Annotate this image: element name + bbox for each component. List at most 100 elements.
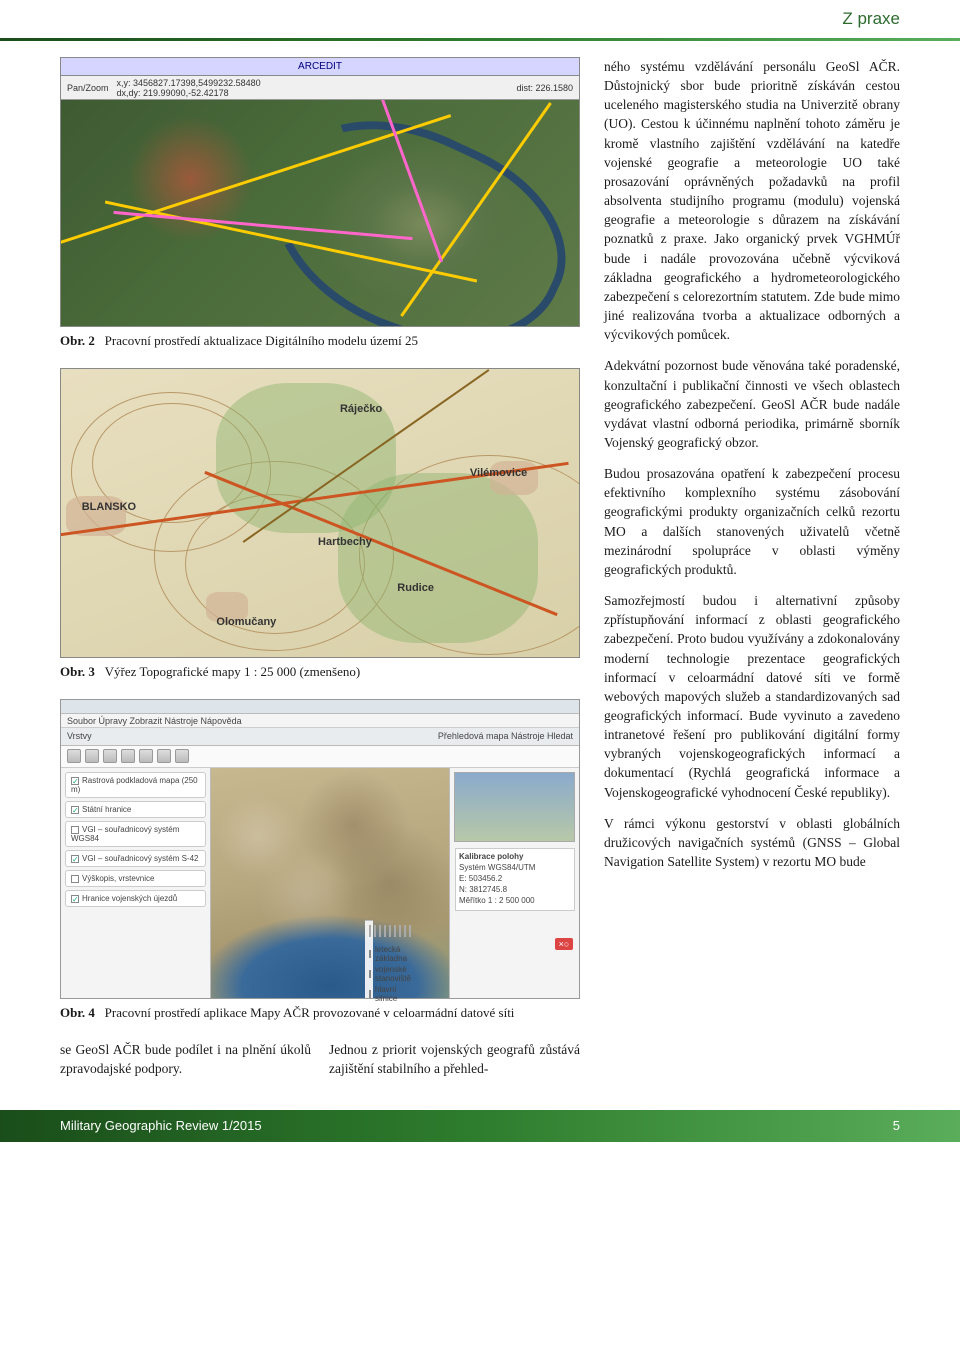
layer-item[interactable]: Hranice vojenských újezdů — [65, 890, 206, 907]
toolbar-icon[interactable] — [67, 749, 81, 763]
fig4-map-canvas[interactable]: letecká základna vojenské stanoviště hla… — [211, 768, 449, 998]
fig4-menubar: Soubor Úpravy Zobrazit Nástroje Nápověda — [61, 714, 579, 728]
fig2-screenshot: ARCEDIT Pan/Zoom x,y: 3456827.17398,5499… — [60, 57, 580, 327]
figure-2: ARCEDIT Pan/Zoom x,y: 3456827.17398,5499… — [60, 57, 580, 350]
checkbox-icon[interactable] — [71, 777, 79, 785]
fig4-bottom-panel: letecká základna vojenské stanoviště hla… — [365, 920, 373, 998]
fig3-town-label: Rudice — [397, 582, 434, 594]
layer-label: Rastrová podkladová mapa (250 m) — [71, 776, 198, 794]
fig4-relief — [211, 768, 449, 998]
checkbox-icon[interactable] — [71, 895, 79, 903]
toolbar-icon[interactable] — [139, 749, 153, 763]
left-column: ARCEDIT Pan/Zoom x,y: 3456827.17398,5499… — [60, 57, 580, 1078]
edit-tool-icon[interactable] — [374, 925, 376, 937]
checkbox-icon[interactable] — [71, 826, 79, 834]
toolbar-icon[interactable] — [175, 749, 189, 763]
checkbox-icon[interactable] — [71, 855, 79, 863]
fig4-right-panel: Kalibrace polohy Systém WGS84/UTM E: 503… — [449, 768, 579, 998]
layer-label: VGI – souřadnicový systém S-42 — [82, 854, 199, 863]
legend-text: letecká základna — [375, 945, 407, 963]
right-column: ného systému vzdělávání personálu GeoSl … — [604, 57, 900, 1078]
fig3-forest — [338, 473, 538, 643]
legend-text: hlavní silnice — [375, 985, 397, 1003]
page-footer: Military Geographic Review 1/2015 5 — [0, 1110, 960, 1142]
fig4-screenshot: Soubor Úpravy Zobrazit Nástroje Nápověda… — [60, 699, 580, 999]
edit-tool-icon[interactable] — [394, 925, 396, 937]
layer-item[interactable]: Státní hranice — [65, 801, 206, 818]
toolbar-icon[interactable] — [85, 749, 99, 763]
fig4-layer-panel: Rastrová podkladová mapa (250 m) Státní … — [61, 768, 211, 998]
fig2-coords-1: x,y: 3456827.17398,5499232.58480 — [117, 78, 261, 88]
toolbar-icon[interactable] — [103, 749, 117, 763]
fig4-titlebar — [61, 700, 579, 714]
edit-tool-icon[interactable] — [384, 925, 386, 937]
fig2-caption: Obr. 2 Pracovní prostředí aktualizace Di… — [60, 333, 580, 350]
close-badge-icon[interactable]: ×○ — [555, 938, 573, 950]
fig3-town-label: Vilémovice — [470, 467, 527, 479]
paragraph: ného systému vzdělávání personálu GeoSl … — [604, 57, 900, 344]
page-header: Z praxe — [0, 0, 960, 38]
coord-row: N: 3812745.8 — [459, 885, 571, 894]
fig3-town-label: Ráječko — [340, 403, 382, 415]
fig4-caption-text: Pracovní prostředí aplikace Mapy AČR pro… — [105, 1005, 515, 1020]
fig4-overview-map[interactable] — [454, 772, 575, 842]
layer-item[interactable]: VGI – souřadnicový systém S-42 — [65, 850, 206, 867]
page-body: ARCEDIT Pan/Zoom x,y: 3456827.17398,5499… — [0, 57, 960, 1098]
checkbox-icon[interactable] — [71, 806, 79, 814]
toolbar-icon[interactable] — [157, 749, 171, 763]
fig4-body: Rastrová podkladová mapa (250 m) Státní … — [61, 768, 579, 998]
legend-text: vojenské stanoviště — [375, 965, 411, 983]
legend-swatch — [369, 990, 371, 998]
paragraph: Budou prosazována opatření k zabezpečení… — [604, 464, 900, 579]
fig4-label: Obr. 4 — [60, 1005, 95, 1020]
edit-tool-icon[interactable] — [399, 925, 401, 937]
fig3-town-label: Olomučany — [216, 616, 276, 628]
fig3-town-label: Hartbechy — [318, 536, 372, 548]
fig4-caption: Obr. 4 Pracovní prostředí aplikace Mapy … — [60, 1005, 580, 1022]
toolbar-icon[interactable] — [121, 749, 135, 763]
paragraph: Adekvátní pozornost bude věnována také p… — [604, 356, 900, 452]
below-figures-text: se GeoSl AČR bude podílet i na plnění úk… — [60, 1040, 580, 1078]
section-label: Z praxe — [842, 9, 900, 29]
below-right-text: Jednou z priorit vojenských geografů zůs… — [329, 1040, 580, 1078]
edit-tool-icon[interactable] — [369, 925, 371, 937]
header-rule — [0, 38, 960, 41]
fig2-coords-2: dx,dy: 219.99090,-52.42178 — [117, 88, 261, 98]
fig2-map-canvas — [61, 100, 579, 326]
edit-tool-icon[interactable] — [389, 925, 391, 937]
fig2-app-title: ARCEDIT — [61, 58, 579, 76]
fig2-panzoom-label: Pan/Zoom — [67, 83, 109, 93]
fig3-town-label: BLANSKO — [82, 501, 136, 513]
fig3-screenshot: BLANSKO Vilémovice Rudice Olomučany Ráje… — [60, 368, 580, 658]
coord-title: Kalibrace polohy — [459, 852, 571, 861]
fig2-caption-text: Pracovní prostředí aktualizace Digitální… — [105, 333, 418, 348]
fig4-toolbar — [61, 746, 579, 768]
layer-label: VGI – souřadnicový systém WGS84 — [71, 825, 179, 843]
layer-label: Státní hranice — [82, 805, 131, 814]
fig3-label: Obr. 3 — [60, 664, 95, 679]
layer-item[interactable]: Rastrová podkladová mapa (250 m) — [65, 772, 206, 798]
edit-tool-icon[interactable] — [404, 925, 406, 937]
coord-row: Měřítko 1 : 2 500 000 — [459, 896, 571, 905]
edit-tool-icon[interactable] — [409, 925, 411, 937]
layer-item[interactable]: Výškopis, vrstevnice — [65, 870, 206, 887]
fig2-dist: dist: 226.1580 — [516, 83, 573, 93]
checkbox-icon[interactable] — [71, 875, 79, 883]
legend-swatch — [369, 970, 371, 978]
layer-label: Hranice vojenských újezdů — [82, 894, 177, 903]
coord-row: Systém WGS84/UTM — [459, 863, 571, 872]
layer-item[interactable]: VGI – souřadnicový systém WGS84 — [65, 821, 206, 847]
figure-4: Soubor Úpravy Zobrazit Nástroje Nápověda… — [60, 699, 580, 1022]
edit-tool-icon[interactable] — [379, 925, 381, 937]
fig4-coord-panel: Kalibrace polohy Systém WGS84/UTM E: 503… — [455, 848, 575, 911]
coord-row: E: 503456.2 — [459, 874, 571, 883]
legend-swatch — [369, 950, 371, 958]
fig4-ribbon: Vrstvy Přehledová mapa Nástroje Hledat — [61, 728, 579, 746]
footer-page-number: 5 — [893, 1118, 900, 1133]
fig2-info-bar: Pan/Zoom x,y: 3456827.17398,5499232.5848… — [61, 76, 579, 100]
fig3-caption: Obr. 3 Výřez Topografické mapy 1 : 25 00… — [60, 664, 580, 681]
paragraph: Samozřejmostí budou i alternativní způso… — [604, 591, 900, 802]
below-left-text: se GeoSl AČR bude podílet i na plnění úk… — [60, 1040, 311, 1078]
fig4-ribbon-left: Vrstvy — [67, 731, 92, 741]
fig2-label: Obr. 2 — [60, 333, 95, 348]
